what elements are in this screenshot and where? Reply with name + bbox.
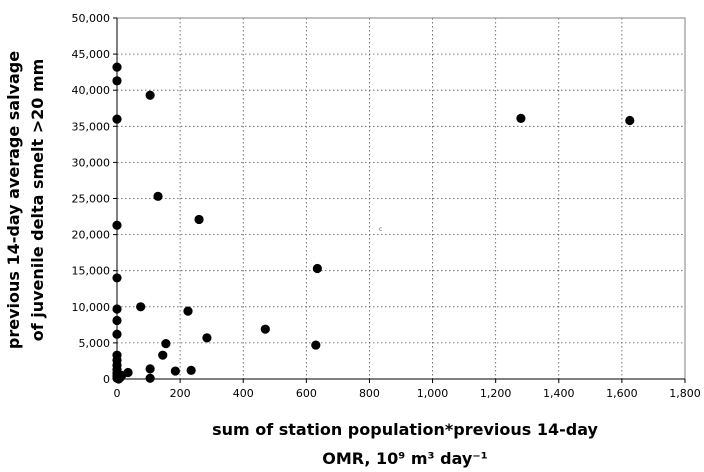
x-tick-label: 800 [359, 387, 380, 400]
data-point [145, 373, 155, 383]
y-tick-label: 45,000 [72, 48, 111, 61]
data-point [112, 220, 122, 230]
x-tick-label: 600 [296, 387, 317, 400]
x-axis-title-line1: sum of station population*previous 14-da… [212, 420, 598, 439]
data-point [112, 329, 122, 339]
data-point [112, 114, 122, 124]
data-point [123, 367, 133, 378]
data-point [312, 263, 322, 274]
data-point [170, 366, 180, 376]
x-tick-label: 1,200 [480, 387, 512, 400]
y-tick-label: 0 [103, 373, 110, 386]
data-point [112, 62, 122, 72]
y-tick-label: 10,000 [72, 301, 111, 314]
data-point [202, 333, 212, 343]
x-tick-label: 1,400 [543, 387, 575, 400]
gridlines [117, 17, 686, 379]
data-point [112, 273, 122, 283]
data-point [194, 214, 204, 225]
x-tick-label: 1,600 [606, 387, 638, 400]
y-tick-label: 5,000 [79, 337, 111, 350]
y-tick-label: 35,000 [72, 120, 111, 133]
data-point [145, 364, 155, 374]
y-tick-label: 40,000 [72, 84, 111, 97]
data-point [136, 302, 146, 312]
data-point [625, 115, 635, 126]
y-tick-label: 15,000 [72, 265, 111, 278]
data-point [260, 324, 270, 334]
x-tick-label: 0 [114, 387, 121, 400]
plot-annotation: c [379, 226, 382, 233]
x-axis-title-line2: OMR, 10⁹ m³ day⁻¹ [322, 449, 488, 468]
y-tick-label: 50,000 [72, 12, 111, 25]
data-point [161, 339, 171, 349]
data-point [186, 365, 196, 375]
x-tick-label: 1,800 [669, 387, 701, 400]
x-axis-ticks: 0 200 400 600 800 1,000 1,200 1,400 1,600 1,800 [114, 379, 701, 400]
data-point [153, 191, 163, 201]
y-axis-ticks: 0 5,000 10,000 15,000 20,000 25,000 30,000 35,0… [72, 12, 117, 386]
y-tick-label: 20,000 [72, 229, 111, 242]
data-point [112, 315, 122, 326]
data-point [112, 76, 122, 86]
y-axis-title-line2: of juvenile delta smelt >20 mm [28, 59, 47, 342]
data-point [311, 340, 321, 350]
x-tick-label: 200 [170, 387, 191, 400]
x-tick-label: 400 [233, 387, 254, 400]
data-point [112, 304, 122, 314]
data-point [183, 306, 193, 316]
y-tick-label: 25,000 [72, 193, 111, 206]
x-tick-label: 1,000 [417, 387, 449, 400]
data-point [516, 113, 526, 123]
data-point [145, 90, 155, 100]
y-tick-label: 30,000 [72, 156, 111, 169]
data-point [158, 350, 168, 360]
data-points [112, 62, 635, 384]
y-axis-title-line1: previous 14-day average salvage [4, 51, 23, 349]
